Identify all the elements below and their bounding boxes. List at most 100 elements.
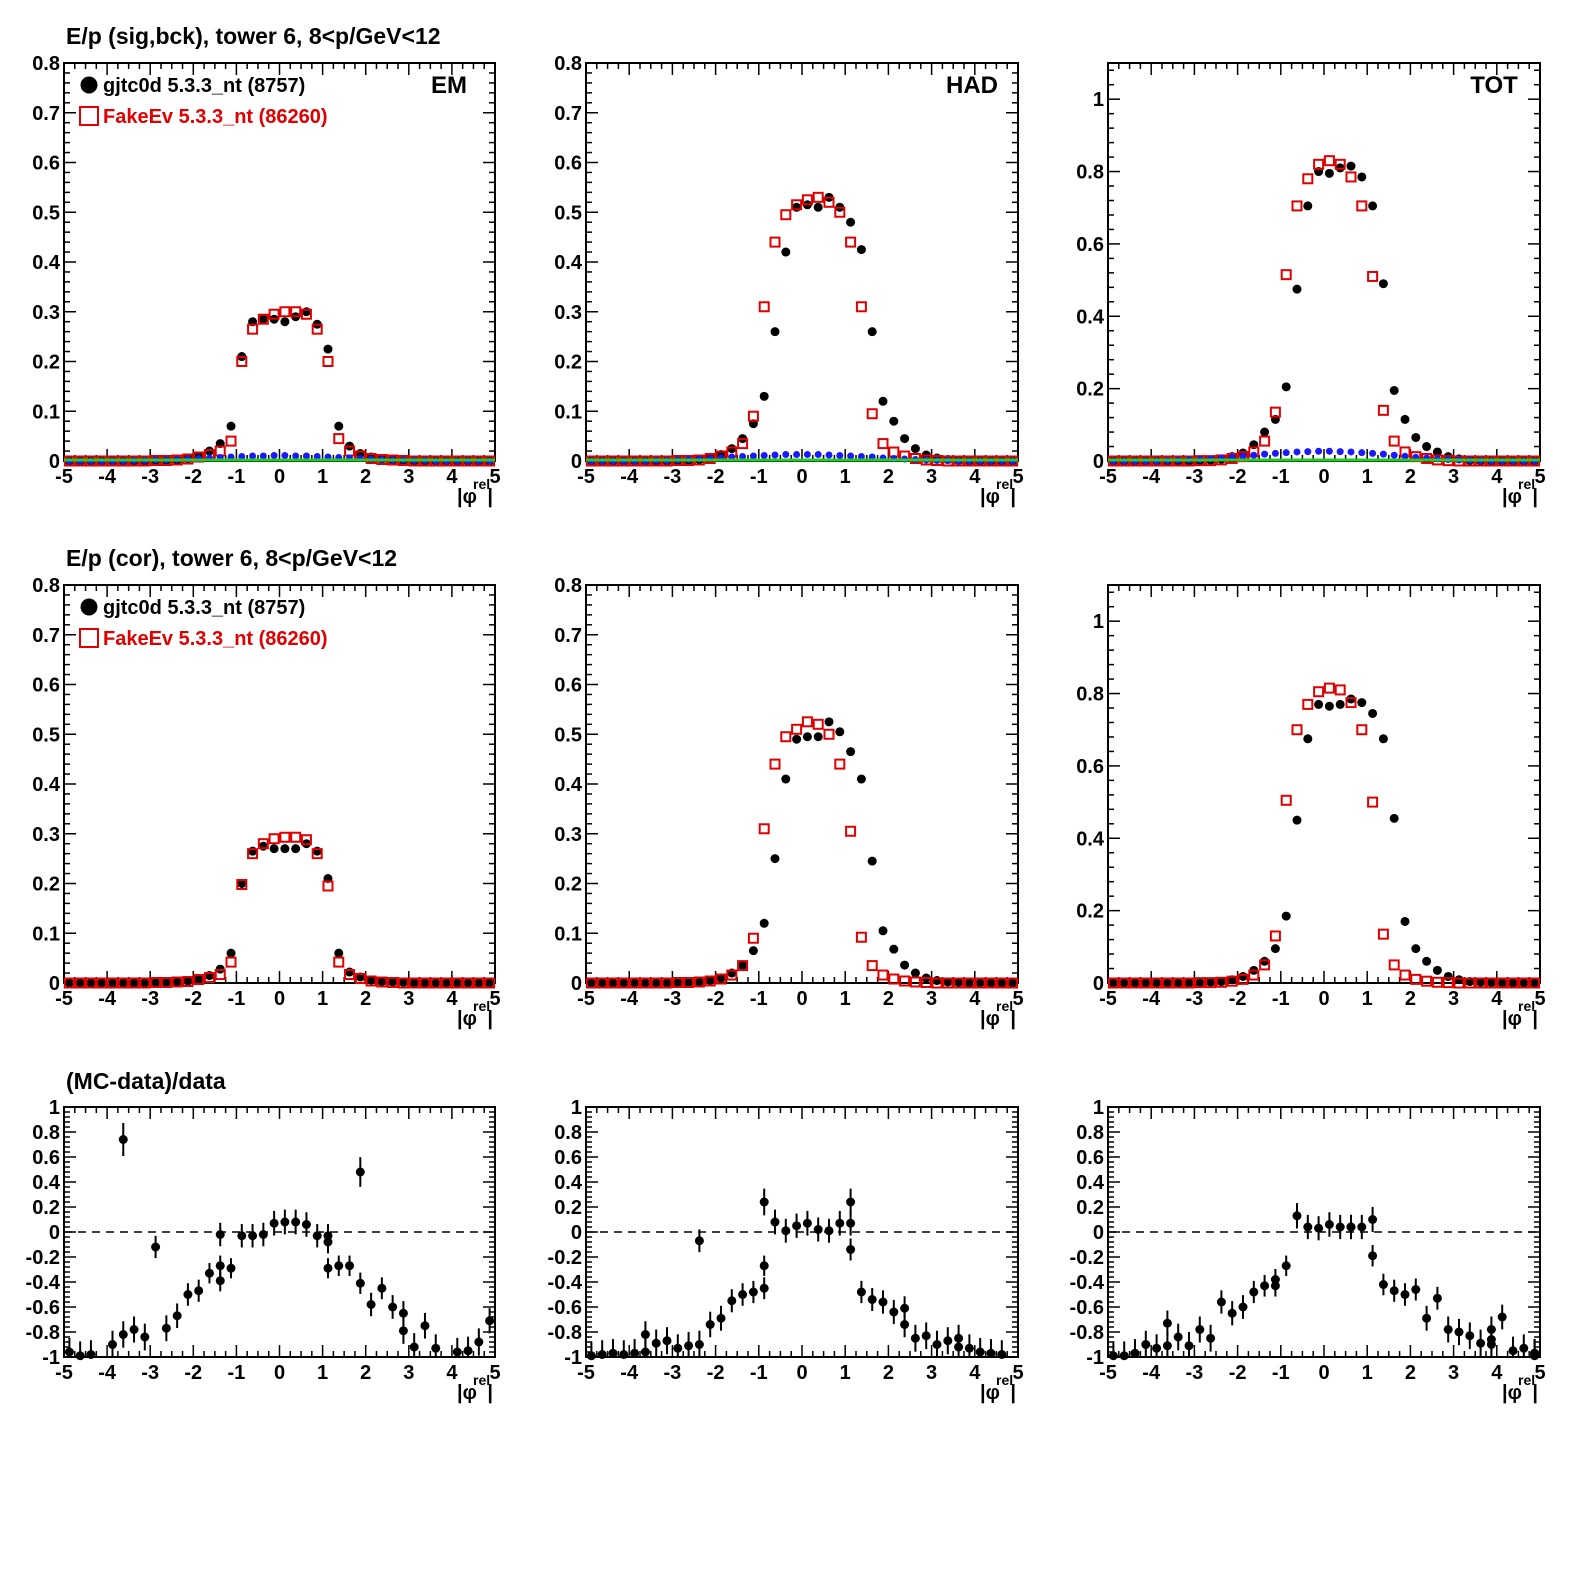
background-data-point (739, 453, 747, 461)
mc-point (225, 956, 237, 968)
data-point (586, 978, 596, 988)
ratio-point (1486, 1325, 1496, 1334)
x-tick-label: 1 (840, 988, 851, 1010)
mc-point (1518, 977, 1530, 989)
ratio-point (1465, 1331, 1475, 1341)
data-point (485, 978, 495, 988)
mc-point (963, 977, 975, 989)
x-axis-label: |φ (457, 486, 477, 508)
data-point (954, 978, 964, 988)
mc-point (920, 977, 932, 989)
x-axis-label-sup: rel (1518, 1372, 1535, 1388)
ratio-point (194, 1286, 204, 1296)
y-tick-label: 0.8 (554, 575, 582, 597)
mc-point (899, 975, 911, 987)
mc-point (257, 838, 269, 850)
background-data-point (760, 452, 768, 460)
x-tick-label: -4 (98, 988, 117, 1010)
mc-point (726, 969, 738, 981)
data-point (97, 978, 107, 988)
ratio-point (107, 1340, 117, 1349)
data-point (856, 245, 866, 255)
mc-point (855, 301, 867, 313)
x-tick-label: -2 (707, 988, 725, 1010)
mc-point (1529, 977, 1541, 989)
x-axis-label-sup: rel (473, 998, 490, 1014)
mc-point (1313, 158, 1325, 170)
y-tick-label: 0.2 (1076, 1197, 1104, 1219)
ratio-point (1368, 1215, 1378, 1224)
ratio-point (997, 1350, 1007, 1359)
background-data-point (771, 451, 779, 459)
y-tick-label: 0.5 (554, 202, 582, 224)
x-tick-label: -4 (620, 988, 639, 1010)
mc-point (1291, 724, 1303, 736)
data-point (258, 841, 268, 851)
y-tick-label: 0.2 (554, 1197, 582, 1219)
ratio-point (172, 1311, 182, 1321)
data-point (1008, 978, 1018, 988)
ratio-point (856, 1287, 866, 1297)
mc-point (1485, 977, 1497, 989)
data-point (975, 978, 985, 988)
mc-point (247, 848, 259, 860)
x-tick-label: 0 (796, 1362, 807, 1384)
y-tick-label: 0 (571, 451, 582, 473)
x-tick-label: -5 (55, 1362, 73, 1384)
x-tick-label: -4 (1142, 988, 1161, 1010)
data-point (640, 978, 650, 988)
y-tick-label: -0.8 (1070, 1322, 1104, 1344)
x-tick-label: 4 (969, 1362, 981, 1384)
data-point (792, 734, 802, 744)
y-tick-label: 0.6 (554, 153, 582, 175)
x-tick-label: -5 (577, 466, 595, 488)
ratio-point (1292, 1211, 1302, 1221)
mc-point (585, 977, 597, 989)
x-axis-label-end: | (487, 486, 493, 508)
x-tick-label: 1 (317, 466, 328, 488)
mc-point (704, 975, 716, 987)
y-tick-label: 1 (49, 1097, 60, 1119)
ratio-point (792, 1221, 802, 1231)
mc-point (1215, 976, 1227, 988)
mc-point (290, 831, 302, 843)
mc-point (290, 306, 302, 318)
y-tick-label: 0.8 (1076, 162, 1104, 184)
data-point (781, 247, 791, 257)
x-tick-label: -2 (1229, 988, 1247, 1010)
mc-point (737, 438, 749, 450)
x-tick-label: -3 (1186, 1362, 1204, 1384)
data-point (792, 202, 802, 212)
data-point (442, 978, 452, 988)
mc-point (1388, 435, 1400, 447)
x-tick-label: -2 (707, 1362, 725, 1384)
x-tick-label: -2 (184, 988, 202, 1010)
x-tick-label: -2 (1229, 466, 1247, 488)
y-tick-label: 0.6 (1076, 756, 1104, 778)
y-tick-label: 0 (1093, 1222, 1104, 1244)
data-point (291, 844, 301, 854)
ratio-point (215, 1276, 225, 1286)
data-point (86, 978, 96, 988)
y-tick-label: 0.2 (32, 874, 60, 896)
y-tick-label: 0.3 (32, 824, 60, 846)
ratio-point (118, 1330, 128, 1339)
panel-label-had: HAD (946, 72, 998, 99)
y-tick-label: 0.1 (554, 923, 582, 945)
y-tick-label: 0.8 (554, 1122, 582, 1144)
data-point (716, 973, 726, 983)
data-point (932, 976, 942, 986)
ratio-point (431, 1343, 441, 1353)
mc-point (791, 199, 803, 211)
x-tick-label: 1 (317, 1362, 328, 1384)
mc-point (812, 718, 824, 730)
row-title-ratio: (MC-data)/data (66, 1068, 226, 1094)
ratio-point (1357, 1222, 1367, 1232)
mc-point (397, 977, 409, 989)
background-data-point (1239, 452, 1247, 460)
ratio-point (409, 1342, 419, 1352)
legend-data-label: gjtc0d 5.3.3_nt (8757) (103, 75, 305, 97)
y-tick-label: 0 (49, 973, 60, 995)
background-data-point (249, 452, 257, 460)
data-point (1422, 956, 1432, 966)
